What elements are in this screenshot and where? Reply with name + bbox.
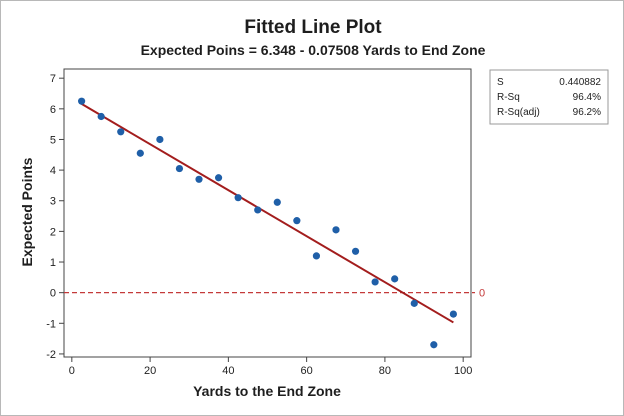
data-point — [293, 217, 301, 225]
data-point — [449, 310, 457, 318]
y-tick-label: 3 — [50, 196, 56, 208]
data-point — [312, 252, 321, 260]
stat-s-name: S — [497, 77, 504, 88]
stats-box-border — [489, 69, 609, 125]
y-axis-label: Expected Points — [19, 157, 35, 266]
chart-subtitle: Expected Poins = 6.348 - 0.07508 Yards t… — [141, 42, 486, 58]
data-point — [273, 198, 281, 206]
x-tick-label: 80 — [379, 365, 391, 377]
data-point — [351, 247, 360, 255]
stat-rsq-adj-name: R-Sq(adj) — [497, 107, 540, 118]
y-tick-label: 7 — [50, 73, 56, 85]
reference-line-group: 0 — [64, 288, 485, 300]
stat-rsq-name: R-Sq — [497, 92, 520, 103]
x-tick-label: 0 — [69, 365, 75, 377]
data-point — [156, 135, 164, 144]
stat-rsq-adj-value: 96.2% — [573, 107, 601, 118]
reference-line-label: 0 — [479, 288, 485, 300]
stat-s-value: 0.440882 — [559, 77, 601, 88]
data-point — [234, 194, 242, 202]
x-tick-label: 60 — [301, 365, 313, 377]
data-point — [391, 275, 399, 283]
y-tick-label: 1 — [50, 257, 56, 269]
data-point — [430, 341, 438, 349]
stat-rsq-value: 96.4% — [573, 92, 601, 103]
chart-title: Fitted Line Plot — [244, 17, 382, 38]
y-tick-label: -2 — [46, 349, 56, 361]
y-tick-label: 0 — [50, 288, 56, 300]
data-point — [195, 175, 203, 183]
data-point — [332, 226, 340, 234]
y-tick-label: -1 — [46, 318, 56, 330]
x-tick-label: 100 — [454, 365, 472, 377]
data-point — [78, 97, 86, 105]
fit-line-group — [81, 103, 454, 324]
data-point — [371, 278, 379, 286]
data-points — [78, 97, 457, 349]
data-point — [136, 149, 144, 157]
data-point — [214, 174, 223, 182]
y-tick-label: 5 — [50, 134, 56, 146]
fitted-regression-line — [81, 103, 454, 324]
data-point — [254, 206, 262, 214]
y-tick-label: 2 — [50, 226, 56, 238]
data-point — [410, 299, 418, 307]
x-axis-label: Yards to the End Zone — [193, 383, 341, 399]
axes: 0 20 40 60 80 100 -2 -1 0 1 2 3 4 5 6 7 — [46, 68, 472, 377]
data-point — [97, 112, 105, 121]
y-tick-label: 4 — [50, 165, 56, 177]
data-point — [117, 128, 125, 136]
regression-stats-box: S 0.440882 R-Sq 96.4% R-Sq(adj) 96.2% — [489, 69, 609, 125]
data-point — [175, 164, 184, 173]
y-tick-label: 6 — [50, 104, 56, 116]
x-tick-label: 20 — [144, 365, 156, 377]
x-tick-label: 40 — [222, 365, 234, 377]
plot-area-frame — [63, 68, 472, 358]
